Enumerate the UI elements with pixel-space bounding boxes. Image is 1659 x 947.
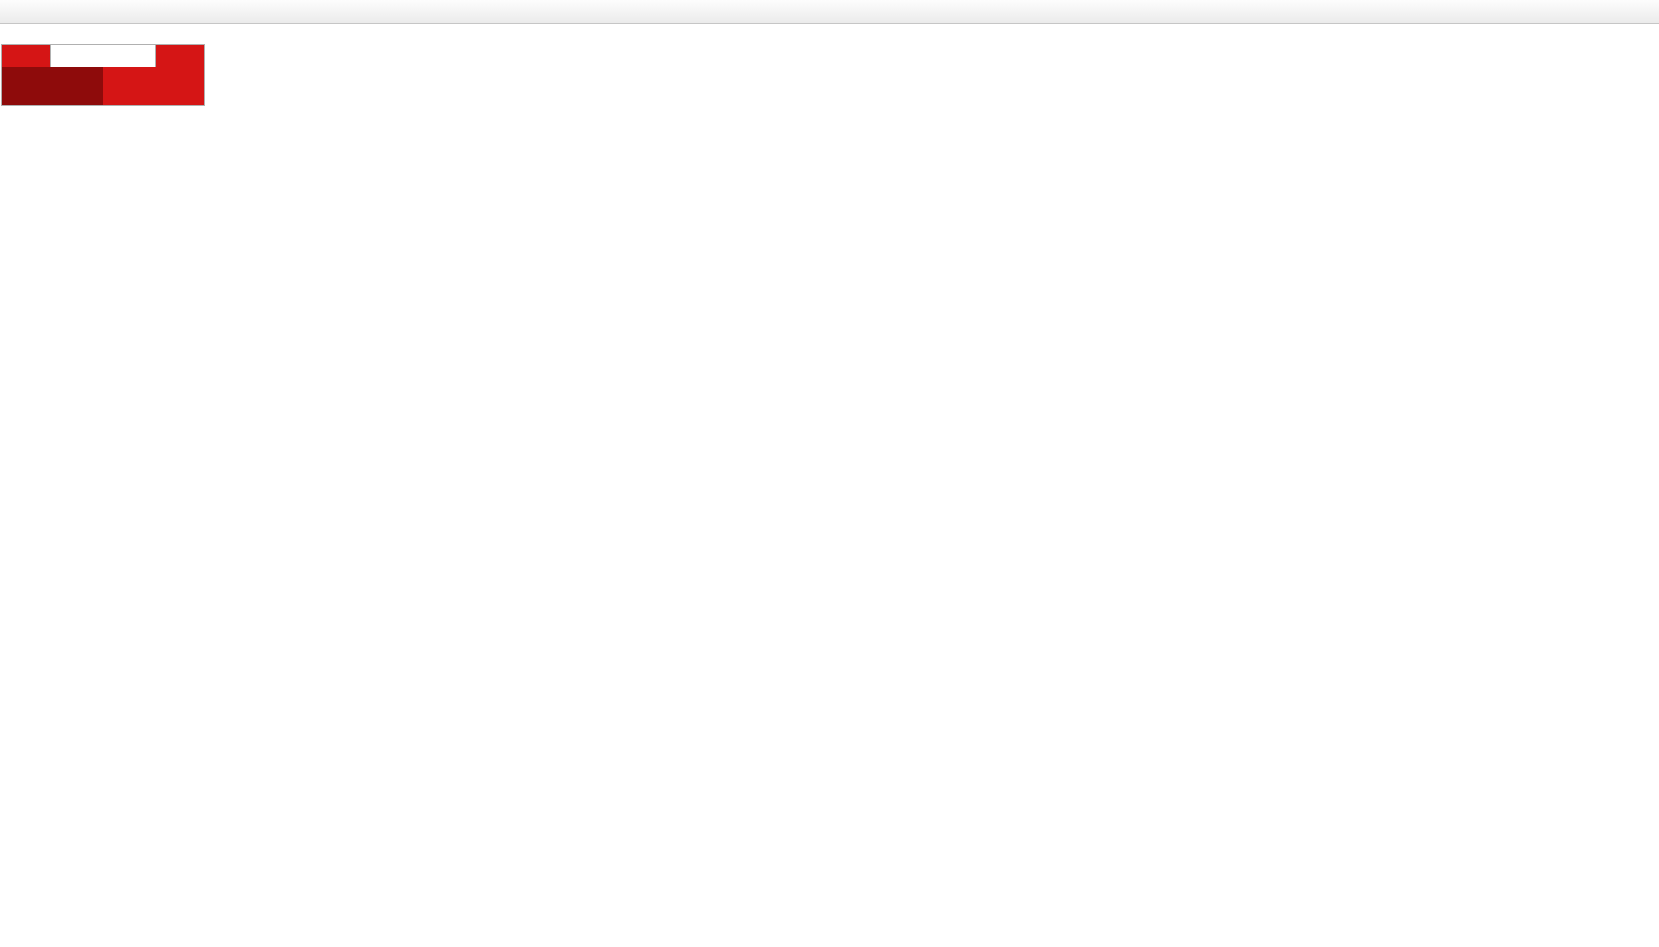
sell-price-display[interactable] (2, 67, 103, 105)
one-click-trading-panel (1, 44, 205, 106)
sell-button[interactable] (2, 45, 50, 67)
volume-input[interactable] (50, 45, 156, 67)
buy-button[interactable] (156, 45, 204, 67)
level-price-callout[interactable] (1329, 469, 1347, 471)
buy-price-display[interactable] (103, 67, 204, 105)
main-toolbar (0, 0, 1659, 24)
